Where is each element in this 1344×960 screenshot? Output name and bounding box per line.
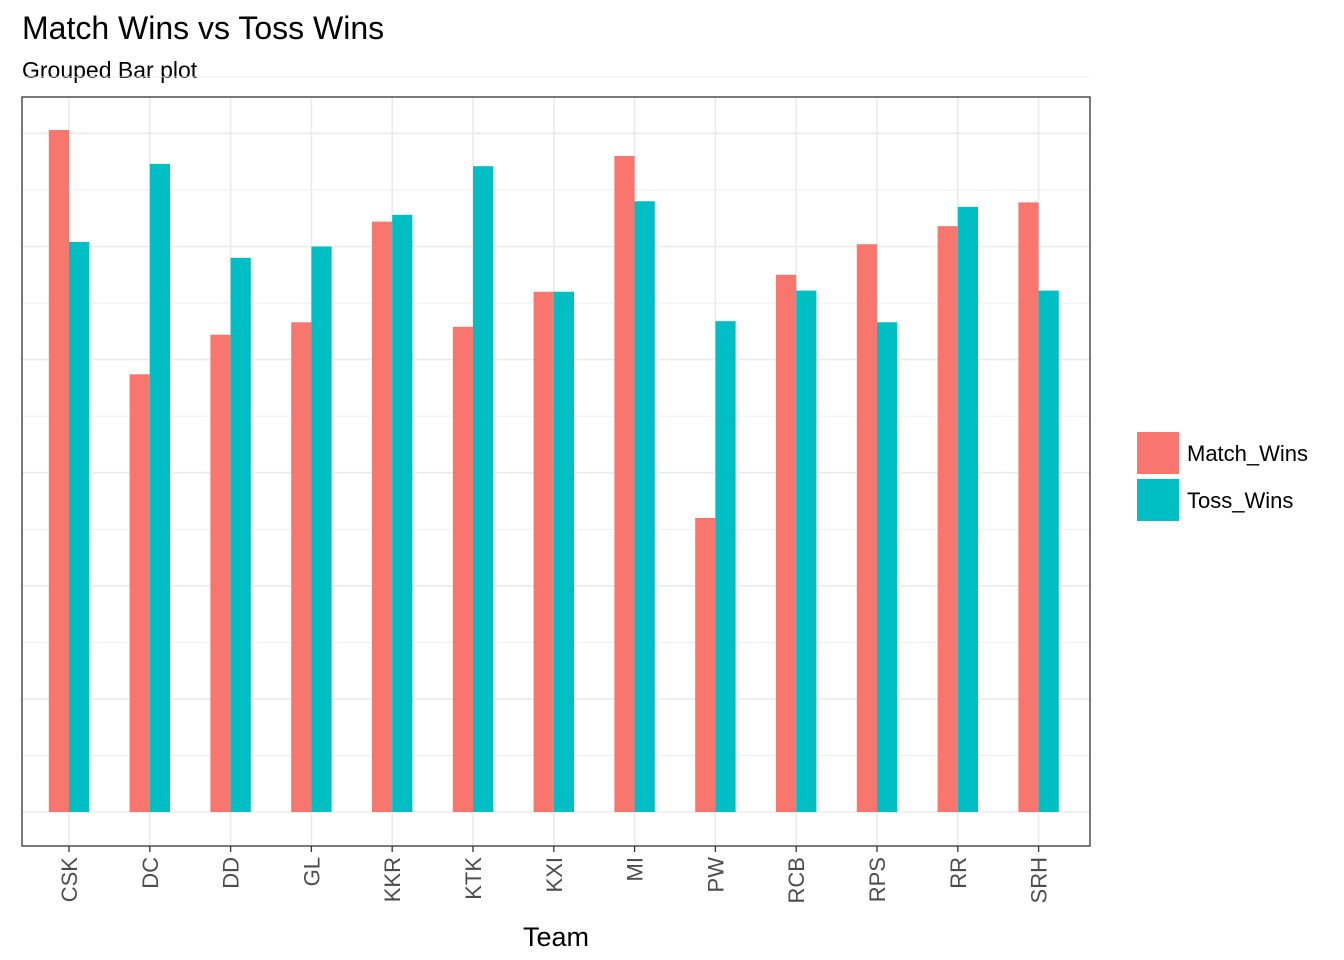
legend-label-toss-wins: Toss_Wins	[1187, 488, 1293, 513]
legend-label-match-wins: Match_Wins	[1187, 441, 1308, 466]
x-tick-label: RCB	[784, 857, 809, 903]
x-tick-label: PW	[703, 857, 728, 893]
legend-swatch-toss-wins	[1137, 479, 1179, 521]
x-tick-label: DC	[138, 857, 163, 889]
bar-match-wins-mi	[614, 156, 635, 812]
bar-toss-wins-dc	[149, 163, 170, 812]
legend: Match_Wins Toss_Wins	[1137, 432, 1308, 521]
bar-toss-wins-rcb	[796, 290, 817, 812]
x-tick-label: KXI	[542, 857, 567, 892]
bar-toss-wins-gl	[311, 246, 332, 812]
x-tick-label: GL	[299, 857, 324, 886]
bar-match-wins-gl	[291, 322, 312, 812]
bar-toss-wins-kkr	[392, 214, 413, 812]
bar-toss-wins-ktk	[473, 166, 494, 813]
bar-match-wins-rps	[856, 244, 877, 812]
bar-match-wins-ktk	[452, 326, 473, 812]
bar-toss-wins-mi	[634, 201, 655, 812]
bar-toss-wins-dd	[230, 257, 251, 812]
bar-toss-wins-csk	[69, 241, 90, 812]
bar-match-wins-kkr	[372, 221, 393, 813]
bar-toss-wins-kxi	[553, 291, 574, 812]
bar-match-wins-dc	[129, 374, 150, 812]
bar-match-wins-rcb	[776, 274, 797, 812]
bar-toss-wins-rr	[957, 206, 978, 813]
x-tick-label: KTK	[461, 857, 486, 900]
bar-toss-wins-rps	[877, 322, 898, 812]
x-tick-label: SRH	[1027, 857, 1052, 903]
bar-match-wins-pw	[695, 517, 716, 812]
bar-match-wins-csk	[48, 130, 69, 812]
x-tick-label: RPS	[865, 857, 890, 902]
bar-match-wins-kxi	[533, 291, 554, 812]
legend-swatch-match-wins	[1137, 432, 1179, 474]
x-tick-label: KKR	[380, 857, 405, 902]
x-tick-label: CSK	[57, 857, 82, 903]
bar-match-wins-dd	[210, 334, 231, 812]
x-axis-title: Team	[523, 922, 589, 952]
bar-toss-wins-srh	[1038, 290, 1059, 812]
chart-title: Match Wins vs Toss Wins	[22, 10, 385, 46]
x-tick-label: MI	[623, 857, 648, 881]
chart-subtitle: Grouped Bar plot	[22, 57, 198, 83]
plot-panel-border	[21, 96, 1091, 847]
x-tick-label: DD	[219, 857, 244, 889]
x-tick-label: RR	[946, 857, 971, 889]
bar-match-wins-rr	[937, 226, 958, 813]
bar-toss-wins-pw	[715, 321, 736, 812]
bar-match-wins-srh	[1018, 202, 1039, 813]
bars	[48, 130, 1059, 813]
x-axis-ticks: CSK DC DD GL KKR KTK KXI MI PW RCB RPS RR SRH	[57, 846, 1052, 903]
